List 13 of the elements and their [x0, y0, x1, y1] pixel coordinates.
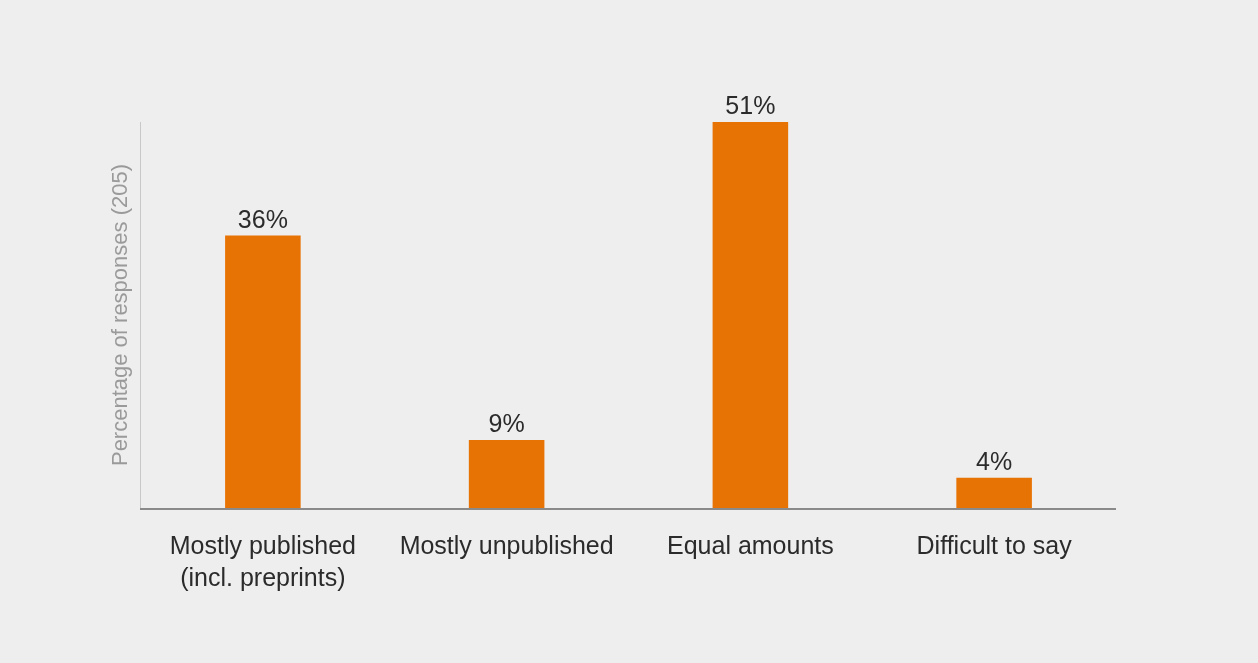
x-tick-label: Mostly published (incl. preprints): [169, 530, 356, 591]
bar: [468, 439, 545, 508]
bar: [956, 477, 1032, 508]
data-label: 9%: [488, 408, 525, 437]
x-tick-label: Mostly unpublished: [399, 530, 614, 559]
bar: [225, 235, 301, 508]
data-label: 4%: [976, 446, 1013, 475]
x-tick-label: Equal amounts: [666, 530, 834, 559]
data-label: 51%: [725, 91, 776, 119]
y-axis-title: Percentage of responses (205): [106, 163, 132, 467]
bar: [712, 122, 789, 508]
data-label: 36%: [237, 204, 288, 233]
x-tick-label: Difficult to say: [916, 530, 1073, 559]
